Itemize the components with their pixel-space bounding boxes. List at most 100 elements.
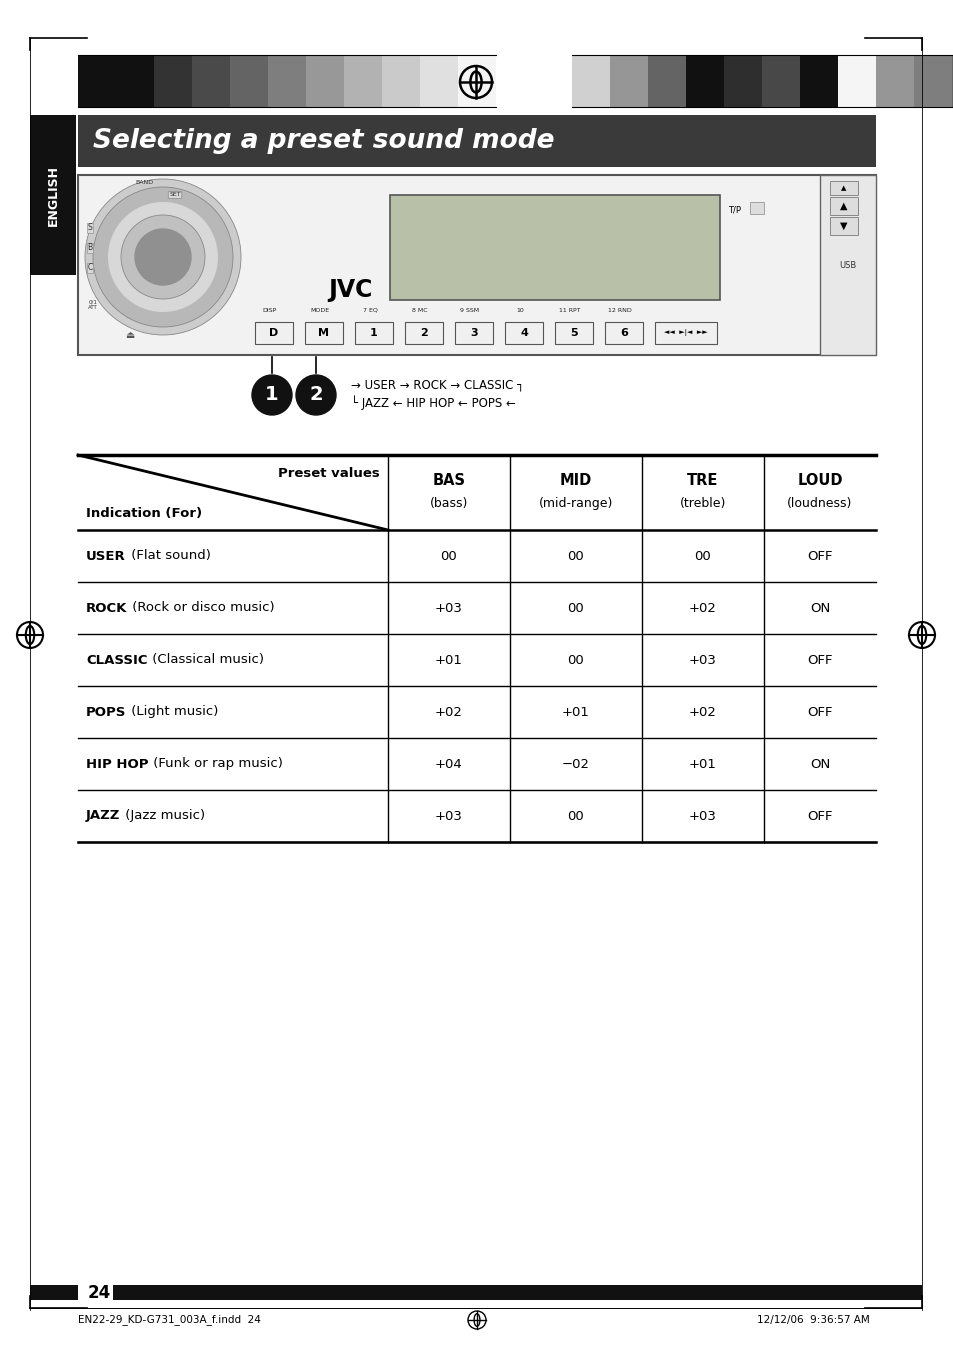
- Text: 4: 4: [519, 329, 527, 338]
- Text: M: M: [318, 329, 329, 338]
- Text: DISP: DISP: [263, 307, 276, 312]
- Bar: [604, 322, 642, 343]
- Bar: [609, 55, 647, 107]
- Text: D: D: [269, 329, 278, 338]
- Bar: [685, 55, 723, 107]
- Text: ▲: ▲: [841, 185, 846, 191]
- Text: LOUD: LOUD: [797, 473, 841, 488]
- Text: ◄◄  ►|◄  ►►: ◄◄ ►|◄ ►►: [663, 330, 707, 337]
- Text: +01: +01: [561, 706, 589, 718]
- Text: B: B: [88, 243, 92, 253]
- Bar: [78, 174, 875, 356]
- Text: 00: 00: [567, 653, 584, 667]
- Text: TRE: TRE: [686, 473, 718, 488]
- Text: +03: +03: [688, 653, 717, 667]
- Text: OFF: OFF: [806, 549, 832, 562]
- Bar: [30, 115, 76, 274]
- Text: ON: ON: [809, 757, 829, 771]
- Text: 00: 00: [567, 602, 584, 615]
- Bar: [504, 322, 542, 343]
- Text: 1: 1: [265, 385, 278, 404]
- Circle shape: [121, 215, 205, 299]
- Bar: [655, 322, 717, 343]
- Text: 00: 00: [694, 549, 711, 562]
- Bar: [457, 55, 496, 107]
- Bar: [837, 55, 875, 107]
- Circle shape: [135, 228, 191, 285]
- Circle shape: [252, 375, 292, 415]
- Bar: [78, 55, 116, 107]
- Text: 12 RND: 12 RND: [607, 307, 631, 312]
- Text: └ JAZZ ← HIP HOP ← POPS ←: └ JAZZ ← HIP HOP ← POPS ←: [351, 396, 516, 410]
- Bar: [116, 55, 153, 107]
- Text: +03: +03: [688, 810, 717, 822]
- Circle shape: [135, 228, 191, 285]
- Text: POPS: POPS: [86, 706, 126, 718]
- Text: +03: +03: [435, 602, 462, 615]
- Text: ▲: ▲: [840, 201, 847, 211]
- Text: +02: +02: [688, 706, 717, 718]
- Bar: [951, 55, 953, 107]
- Text: 1: 1: [370, 329, 377, 338]
- Bar: [355, 322, 393, 343]
- Bar: [761, 55, 800, 107]
- Text: → USER → ROCK → CLASSIC ┐: → USER → ROCK → CLASSIC ┐: [351, 379, 524, 392]
- Text: +02: +02: [688, 602, 717, 615]
- Text: USER: USER: [86, 549, 126, 562]
- Bar: [572, 55, 609, 107]
- Text: 7 EQ: 7 EQ: [362, 307, 377, 312]
- Text: 12/12/06  9:36:57 AM: 12/12/06 9:36:57 AM: [757, 1315, 869, 1325]
- Circle shape: [85, 178, 241, 335]
- Bar: [829, 197, 857, 215]
- Text: 00: 00: [440, 549, 456, 562]
- Text: BAS: BAS: [432, 473, 465, 488]
- Text: USB: USB: [839, 261, 856, 269]
- Text: 11 RPT: 11 RPT: [558, 307, 580, 312]
- Bar: [647, 55, 685, 107]
- Bar: [829, 218, 857, 235]
- Text: +03: +03: [435, 810, 462, 822]
- Bar: [913, 55, 951, 107]
- Text: Indication (For): Indication (For): [86, 507, 202, 521]
- Text: (loudness): (loudness): [786, 498, 852, 510]
- Text: MODE: MODE: [310, 307, 329, 312]
- Bar: [555, 322, 593, 343]
- Text: (Rock or disco music): (Rock or disco music): [129, 602, 274, 615]
- Text: (bass): (bass): [430, 498, 468, 510]
- Text: (Funk or rap music): (Funk or rap music): [150, 757, 283, 771]
- Text: S: S: [88, 223, 92, 233]
- Text: −02: −02: [561, 757, 589, 771]
- Bar: [78, 115, 875, 168]
- Text: 00: 00: [567, 810, 584, 822]
- Text: C: C: [88, 264, 92, 273]
- Bar: [800, 55, 837, 107]
- Text: (Classical music): (Classical music): [149, 653, 264, 667]
- Bar: [390, 195, 720, 300]
- Bar: [192, 55, 230, 107]
- Circle shape: [295, 375, 335, 415]
- Bar: [455, 322, 493, 343]
- Bar: [254, 322, 293, 343]
- Text: HIP HOP: HIP HOP: [86, 757, 149, 771]
- Bar: [153, 55, 192, 107]
- Text: (treble): (treble): [679, 498, 725, 510]
- Text: ENGLISH: ENGLISH: [47, 165, 59, 226]
- Text: BAND: BAND: [135, 180, 153, 184]
- Text: +01: +01: [435, 653, 462, 667]
- Bar: [305, 322, 343, 343]
- Text: OFF: OFF: [806, 653, 832, 667]
- Text: T/P: T/P: [727, 206, 740, 215]
- Bar: [875, 55, 913, 107]
- Bar: [30, 1284, 78, 1301]
- Bar: [306, 55, 344, 107]
- Text: OFF: OFF: [806, 706, 832, 718]
- Text: SET: SET: [169, 192, 181, 197]
- Text: (Flat sound): (Flat sound): [127, 549, 211, 562]
- Bar: [419, 55, 457, 107]
- Bar: [723, 55, 761, 107]
- Text: 00: 00: [567, 549, 584, 562]
- Text: 0/1
ATT: 0/1 ATT: [88, 300, 98, 311]
- Text: +02: +02: [435, 706, 462, 718]
- Circle shape: [108, 201, 218, 312]
- Text: CLASSIC: CLASSIC: [86, 653, 148, 667]
